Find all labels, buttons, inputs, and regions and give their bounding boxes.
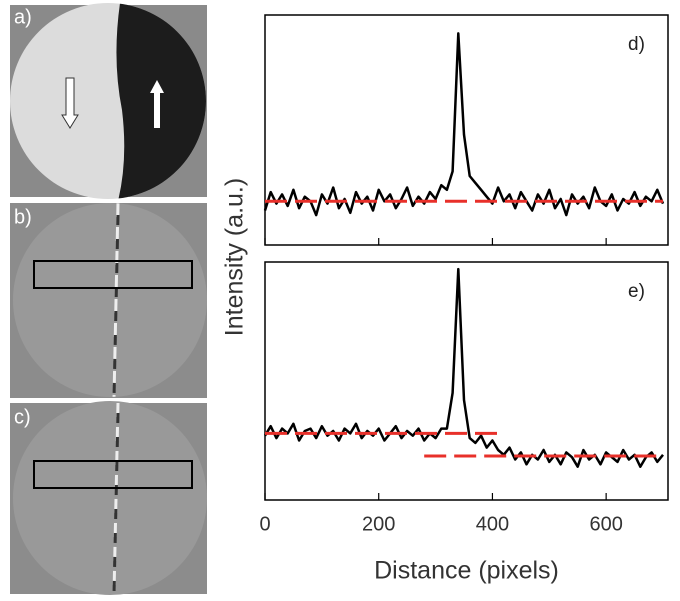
profile-line bbox=[263, 267, 664, 468]
panel-label: e) bbox=[628, 281, 645, 302]
panel-label: a) bbox=[14, 6, 32, 28]
profile-line bbox=[263, 32, 665, 217]
image-a: a) bbox=[10, 3, 207, 199]
image-c: c) bbox=[10, 401, 207, 595]
x-tick-label: 400 bbox=[476, 513, 509, 535]
y-axis-label: Intensity (a.u.) bbox=[221, 178, 249, 336]
plot-frame bbox=[264, 261, 669, 501]
plot-frame bbox=[264, 14, 669, 246]
panel-label: c) bbox=[14, 406, 31, 428]
panel-label: b) bbox=[14, 206, 32, 228]
x-tick-label: 200 bbox=[362, 513, 395, 535]
image-b: b) bbox=[10, 203, 207, 398]
panel-label: d) bbox=[628, 34, 645, 55]
x-axis-label: Distance (pixels) bbox=[374, 557, 559, 585]
x-tick-label: 0 bbox=[259, 513, 270, 535]
x-tick-label: 600 bbox=[589, 513, 622, 535]
